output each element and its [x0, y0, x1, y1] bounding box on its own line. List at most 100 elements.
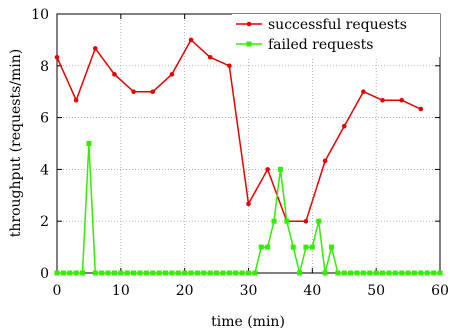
failed-requests-point [348, 270, 354, 276]
failed-requests-point [290, 244, 296, 250]
successful-requests-line [56, 39, 422, 222]
y-tick-label: 6 [40, 111, 49, 127]
failed-requests-point [424, 270, 430, 276]
failed-requests-point [431, 270, 437, 276]
failed-requests-point [392, 270, 398, 276]
failed-requests-point [92, 270, 98, 276]
failed-requests-point [399, 270, 405, 276]
failed-requests-point [169, 270, 175, 276]
successful-requests-point [112, 72, 117, 77]
legend-box [232, 14, 440, 57]
failed-requests-point [316, 218, 322, 224]
failed-requests-point [367, 270, 373, 276]
failed-requests-point [265, 244, 271, 250]
failed-requests-point [73, 270, 79, 276]
failed-requests-point [297, 270, 303, 276]
failed-requests-point [111, 270, 117, 276]
y-tick-label: 4 [40, 162, 49, 178]
successful-requests-point [188, 37, 194, 43]
y-tick-label: 10 [31, 7, 49, 23]
failed-requests-point [150, 270, 156, 276]
y-tick-label: 8 [40, 59, 49, 75]
failed-requests-point [54, 270, 60, 276]
failed-requests-point [354, 270, 360, 276]
failed-requests-point [328, 244, 334, 250]
x-tick-label: 50 [367, 283, 385, 299]
x-tick-label: 0 [53, 283, 62, 299]
x-tick-label: 10 [112, 283, 130, 299]
failed-requests-point [284, 218, 290, 224]
failed-requests-point [118, 270, 124, 276]
failed-requests-point [258, 244, 264, 250]
x-tick-label: 40 [303, 283, 321, 299]
failed-requests-point [137, 270, 143, 276]
failed-requests-point [163, 270, 169, 276]
legend-successful-marker [246, 21, 252, 27]
x-tick-label: 20 [176, 283, 194, 299]
failed-requests-point [373, 270, 379, 276]
successful-requests-point [380, 97, 385, 103]
failed-requests-point [99, 270, 105, 276]
failed-requests-point [252, 270, 258, 276]
y-tick-label: 2 [40, 214, 49, 230]
successful-requests-point [303, 218, 309, 224]
legend-failed-marker [246, 41, 252, 47]
failed-requests-point [341, 270, 347, 276]
failed-requests-point [239, 270, 245, 276]
successful-requests-point [150, 89, 156, 94]
y-axis-label: throughput (requests/min) [8, 49, 24, 237]
x-tick-label: 60 [431, 283, 449, 299]
failed-requests-point [220, 270, 226, 276]
failed-requests-point [246, 270, 251, 276]
successful-requests-point [207, 54, 213, 60]
successful-requests-point [169, 72, 175, 77]
failed-requests-point [335, 270, 341, 276]
successful-requests-point [73, 97, 79, 103]
failed-requests-point [322, 270, 328, 276]
successful-requests-point [93, 46, 98, 51]
failed-requests-point [188, 270, 194, 276]
failed-requests-point [201, 270, 207, 276]
x-tick-label: 30 [240, 283, 258, 299]
failed-requests-point [131, 270, 137, 276]
failed-requests-point [80, 270, 86, 276]
failed-requests-point [386, 270, 392, 276]
successful-requests-point [361, 89, 366, 94]
series-layer [54, 37, 443, 276]
y-tick-label: 0 [40, 266, 49, 282]
failed-requests-point [233, 270, 239, 276]
failed-requests-point [105, 270, 111, 276]
failed-requests-point [418, 270, 424, 276]
successful-requests-point [341, 123, 347, 129]
failed-requests-point [437, 270, 443, 276]
successful-requests-point [322, 158, 328, 164]
x-axis-label: time (min) [211, 314, 285, 330]
failed-requests-point [143, 270, 149, 276]
failed-requests-point [194, 270, 200, 276]
failed-requests-point [67, 270, 73, 276]
legend-successful-label: successful requests [268, 17, 407, 33]
failed-requests-point [60, 270, 66, 276]
failed-requests-line [57, 142, 440, 274]
failed-requests-point [175, 270, 181, 276]
failed-requests-point [411, 270, 417, 276]
successful-requests-point [265, 167, 270, 172]
legend: successful requests failed requests [232, 14, 440, 57]
failed-requests-point [86, 141, 92, 146]
failed-requests-point [271, 218, 277, 224]
failed-requests-point [360, 270, 366, 276]
failed-requests-point [182, 270, 188, 276]
failed-requests-point [309, 244, 315, 250]
failed-requests-point [124, 270, 130, 276]
failed-requests-point [380, 270, 386, 276]
failed-requests-point [405, 270, 411, 276]
failed-requests-point [207, 270, 213, 276]
successful-requests-point [399, 97, 405, 103]
failed-requests-point [156, 270, 162, 276]
successful-requests-point [131, 89, 136, 94]
failed-requests-point [277, 166, 283, 172]
successful-requests-point [246, 201, 251, 207]
failed-requests-point [226, 270, 232, 276]
successful-requests-point [54, 54, 60, 60]
